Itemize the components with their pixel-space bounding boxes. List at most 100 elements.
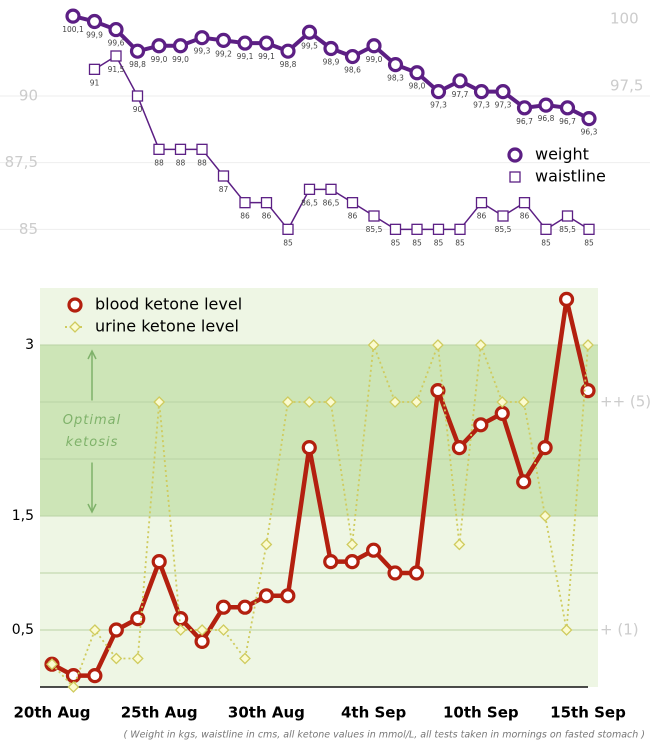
- marker: [367, 339, 380, 351]
- marker: [194, 30, 210, 46]
- value-label: 98,9: [323, 57, 340, 66]
- marker: [46, 658, 58, 671]
- value-label: 88: [154, 158, 164, 167]
- marker: [239, 652, 251, 665]
- marker: [389, 396, 401, 408]
- x-tick-label: 4th Sep: [341, 704, 406, 722]
- legend-label: blood ketone level: [95, 295, 242, 314]
- marker: [239, 197, 251, 209]
- value-label: 86: [240, 212, 250, 221]
- value-label: 90: [133, 105, 143, 114]
- marker: [323, 553, 339, 570]
- marker: [174, 624, 187, 636]
- value-label: 96,7: [559, 117, 576, 126]
- y-tick-label: 0,5: [12, 622, 34, 638]
- marker: [153, 396, 166, 408]
- y2-tick-label: + (1): [600, 621, 639, 639]
- marker: [582, 339, 594, 351]
- x-tick-label: 30th Aug: [228, 704, 305, 722]
- marker: [454, 223, 466, 235]
- value-label: 86: [262, 212, 272, 221]
- marker: [409, 65, 425, 81]
- marker: [110, 50, 122, 62]
- marker: [65, 667, 82, 684]
- value-label: 85,5: [366, 225, 383, 234]
- marker: [217, 624, 230, 636]
- marker: [452, 73, 468, 89]
- marker: [509, 171, 521, 183]
- marker: [196, 143, 208, 155]
- marker: [473, 84, 490, 100]
- legend-label: urine ketone level: [95, 317, 239, 336]
- value-label: 97,7: [452, 90, 469, 99]
- series-line: [72, 14, 590, 121]
- marker: [518, 197, 531, 209]
- marker: [237, 599, 253, 615]
- value-label: 99,6: [108, 39, 125, 48]
- marker: [303, 396, 316, 408]
- marker: [539, 510, 552, 522]
- marker: [453, 538, 466, 551]
- marker: [537, 440, 553, 456]
- y2-tick-label: 97,5: [610, 77, 643, 95]
- marker: [108, 21, 124, 38]
- marker: [69, 321, 81, 333]
- x-tick-label: 10th Sep: [443, 704, 519, 722]
- marker: [108, 622, 124, 638]
- value-label: 96,7: [516, 117, 533, 126]
- value-label: 85,5: [559, 225, 576, 234]
- marker: [131, 90, 144, 102]
- legend-label: weight: [535, 145, 589, 164]
- marker: [559, 100, 576, 116]
- marker: [432, 223, 445, 235]
- value-label: 85: [283, 238, 293, 247]
- y-tick-label: 85: [19, 220, 38, 238]
- marker: [217, 170, 230, 182]
- y2-tick-label: 100: [610, 9, 639, 27]
- marker: [301, 24, 318, 40]
- marker: [237, 35, 253, 51]
- marker: [495, 84, 511, 100]
- x-tick-label: 25th Aug: [121, 704, 198, 722]
- marker: [387, 565, 403, 581]
- value-label: 96,3: [581, 128, 598, 137]
- y-tick-label: 3: [25, 337, 34, 353]
- marker: [497, 210, 509, 222]
- value-label: 86: [477, 212, 487, 221]
- marker: [325, 183, 337, 195]
- band-arrow: [87, 462, 97, 514]
- value-label: 85: [434, 238, 444, 247]
- value-label: 98,3: [387, 74, 404, 83]
- marker: [366, 542, 382, 558]
- y-tick-label: 87,5: [5, 153, 38, 171]
- marker: [410, 396, 423, 408]
- marker: [389, 223, 402, 235]
- marker: [323, 40, 339, 57]
- value-label: 91,5: [108, 65, 125, 74]
- y2-tick-label: ++ (5): [600, 393, 650, 411]
- marker: [430, 383, 446, 399]
- marker: [215, 599, 232, 615]
- value-label: 86: [348, 212, 358, 221]
- value-label: 99,1: [237, 52, 254, 61]
- value-label: 98,6: [344, 66, 361, 75]
- marker: [258, 35, 275, 51]
- value-label: 91: [90, 78, 100, 87]
- marker: [130, 610, 146, 627]
- value-label: 86,5: [323, 198, 340, 207]
- marker: [494, 405, 510, 421]
- x-tick-label: 15th Sep: [550, 704, 626, 722]
- marker: [474, 339, 487, 351]
- value-label: 99,0: [172, 55, 189, 64]
- value-label: 99,9: [86, 30, 103, 39]
- marker: [280, 43, 296, 59]
- marker: [387, 57, 404, 73]
- marker: [131, 652, 144, 665]
- marker: [282, 223, 294, 235]
- marker: [517, 396, 530, 408]
- marker: [260, 538, 273, 551]
- marker: [580, 383, 596, 399]
- value-label: 86: [520, 212, 530, 221]
- band-annotation: Optimal: [63, 413, 121, 428]
